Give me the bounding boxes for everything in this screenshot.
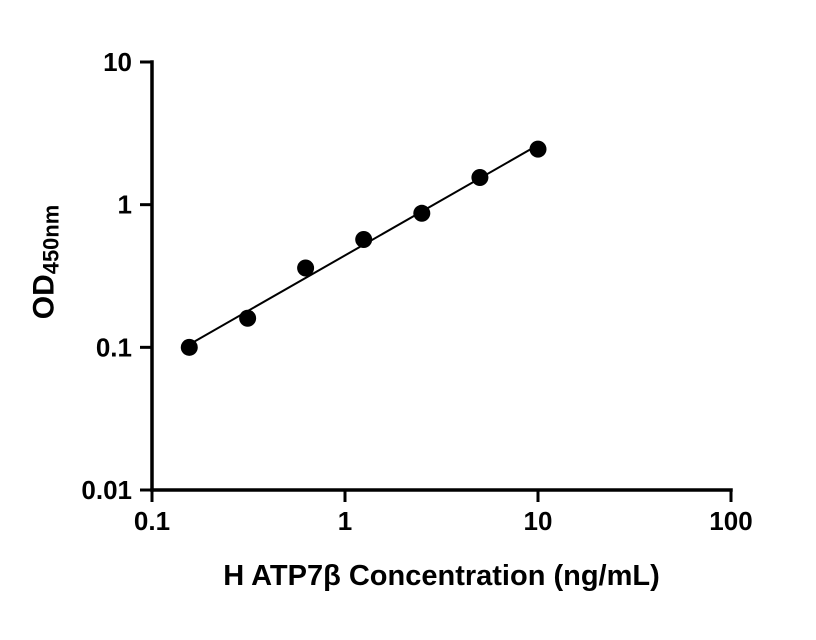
x-tick-label: 10 — [524, 506, 553, 536]
data-point — [413, 204, 431, 222]
y-tick-label: 0.01 — [81, 475, 132, 505]
data-point — [355, 230, 373, 248]
data-point — [297, 259, 315, 277]
data-point — [239, 309, 257, 327]
y-axis-title: OD450nm — [28, 205, 65, 319]
y-tick-label: 0.1 — [96, 332, 132, 362]
data-point — [180, 338, 198, 356]
data-point — [529, 140, 547, 158]
y-tick-label: 1 — [118, 190, 132, 220]
x-axis-title-text: H ATP7β Concentration (ng/mL) — [223, 560, 660, 592]
x-tick-label: 100 — [709, 506, 752, 536]
x-axis-title: H ATP7β Concentration (ng/mL) — [152, 560, 731, 593]
x-tick-label: 1 — [338, 506, 352, 536]
y-tick-label: 10 — [103, 47, 132, 77]
y-axis-title-sub: 450nm — [38, 204, 64, 275]
data-point — [471, 169, 489, 187]
x-tick-label: 0.1 — [134, 506, 170, 536]
y-axis-title-main: OD — [27, 274, 61, 320]
